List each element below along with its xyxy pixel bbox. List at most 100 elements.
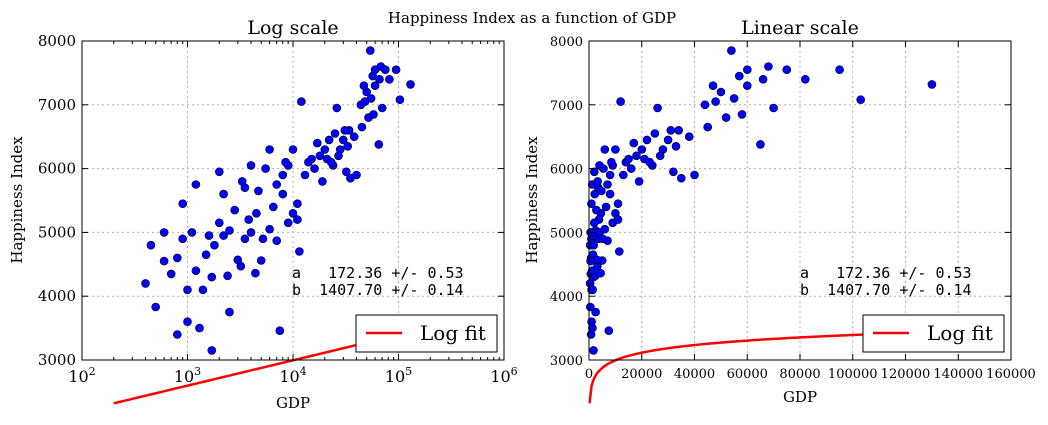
left-data-point: [225, 226, 234, 235]
right-data-point: [669, 167, 678, 177]
left-data-point: [395, 95, 405, 104]
right-y-tick-label: 5000: [550, 226, 583, 241]
right-data-point: [600, 224, 610, 234]
left-data-marks: [113, 46, 418, 405]
left-data-point: [370, 81, 380, 90]
left-y-tick-label: 8000: [38, 32, 76, 50]
left-data-point: [343, 142, 353, 151]
right-y-tick-label: 6000: [550, 163, 583, 178]
left-data-point: [244, 215, 253, 224]
left-y-tick-label: 6000: [38, 160, 76, 178]
right-data-point: [614, 247, 624, 256]
left-data-point: [215, 218, 224, 228]
right-x-tick-label: 80000: [779, 367, 820, 382]
right-data-point: [589, 167, 599, 177]
left-data-point: [297, 97, 306, 106]
left-data-point: [352, 170, 361, 180]
left-data-point: [268, 202, 278, 212]
left-data-point: [215, 167, 224, 177]
right-data-point: [742, 65, 752, 74]
left-data-point: [391, 65, 401, 74]
left-y-tick-label: 5000: [38, 223, 76, 241]
right-x-tick-label: 60000: [727, 367, 768, 382]
right-data-point: [616, 97, 625, 106]
right-data-point: [655, 151, 665, 161]
right-data-point: [708, 81, 718, 90]
right-chart: 0 20000 40000 60000 80000 100000 120000 140000 1…: [523, 17, 1036, 406]
right-data-point: [587, 266, 597, 276]
left-data-point: [201, 250, 211, 259]
left-data-point: [275, 326, 285, 336]
right-data-point: [624, 154, 633, 164]
left-data-point: [369, 110, 378, 119]
right-data-point: [769, 103, 778, 113]
left-data-point: [295, 247, 304, 256]
right-data-point: [756, 140, 765, 149]
right-x-tick-label: 0: [585, 367, 593, 382]
right-data-point: [588, 285, 598, 295]
right-data-point: [721, 113, 731, 122]
right-data-point: [589, 346, 598, 355]
right-data-point: [653, 103, 662, 113]
right-data-point: [586, 256, 595, 266]
right-data-point: [734, 71, 744, 81]
right-data-point: [690, 170, 699, 180]
left-data-point: [141, 279, 150, 288]
right-y-tick-label: 4000: [550, 290, 583, 305]
left-data-point: [254, 186, 263, 196]
right-fit-param-a: a 172.36 +/- 0.53: [800, 264, 972, 282]
left-data-point: [300, 170, 310, 180]
right-data-point: [629, 138, 639, 148]
right-data-point: [716, 87, 726, 97]
left-gridlines: [82, 41, 504, 360]
left-data-point: [191, 266, 201, 276]
left-fit-param-b: b 1407.70 +/- 0.14: [292, 281, 464, 299]
right-data-point: [589, 240, 599, 250]
left-y-tick-label: 3000: [38, 351, 76, 369]
left-data-point: [380, 65, 390, 74]
right-data-point: [600, 145, 610, 154]
right-data-point: [597, 186, 606, 196]
right-data-point: [800, 75, 810, 84]
right-data-point: [626, 164, 636, 173]
right-data-point: [758, 75, 768, 84]
left-data-point: [246, 161, 256, 170]
right-data-point: [592, 205, 601, 215]
left-data-point: [159, 228, 169, 237]
left-data-point: [166, 269, 176, 279]
right-chart-title: Linear scale: [741, 17, 859, 39]
left-data-point: [349, 132, 359, 141]
right-data-point: [703, 122, 713, 132]
left-data-point: [204, 231, 214, 240]
left-data-point: [366, 94, 376, 103]
left-chart-title: Log scale: [247, 17, 338, 39]
right-x-axis-label: GDP: [783, 388, 817, 406]
left-data-point: [283, 218, 293, 228]
right-data-point: [637, 145, 647, 154]
left-data-point: [183, 317, 192, 327]
right-data-point: [618, 170, 628, 180]
left-data-point: [191, 180, 201, 189]
left-x-tick-label: 103: [174, 365, 201, 386]
left-data-point: [230, 205, 239, 215]
left-data-point: [252, 209, 261, 218]
right-data-point: [700, 100, 710, 110]
left-data-point: [288, 145, 298, 154]
right-data-point: [674, 126, 684, 135]
left-data-point: [340, 126, 350, 135]
left-data-point: [183, 285, 192, 295]
right-data-point: [663, 135, 673, 145]
left-data-point: [385, 75, 394, 84]
left-data-point: [324, 135, 334, 145]
left-data-point: [219, 231, 228, 240]
right-data-point: [588, 323, 597, 333]
left-data-point: [281, 157, 290, 167]
left-data-point: [187, 228, 197, 237]
left-data-point: [173, 253, 182, 263]
left-x-tick-label: 104: [279, 365, 306, 386]
left-data-point: [278, 170, 288, 180]
right-data-point: [642, 135, 652, 145]
right-y-axis-label: Happiness Index: [523, 136, 541, 264]
left-data-point: [151, 302, 160, 312]
